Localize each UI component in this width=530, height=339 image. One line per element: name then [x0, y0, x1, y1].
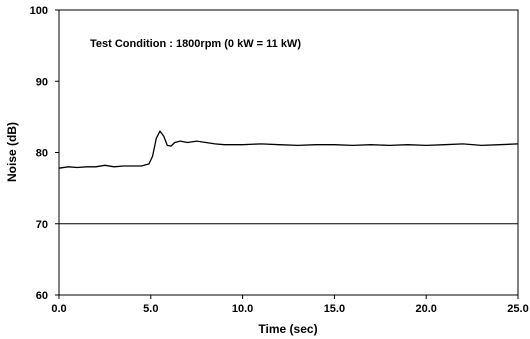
y-tick-label: 70	[36, 219, 48, 231]
x-tick-label: 5.0	[143, 303, 158, 315]
y-tick-label: 80	[36, 148, 48, 160]
y-tick-label: 60	[36, 290, 48, 302]
chart-annotation: Test Condition : 1800rpm (0 kW = 11 kW)	[90, 38, 301, 50]
y-tick-label: 100	[30, 5, 48, 17]
axis-ticks: 0.0 5.0 10.0 15.0 20.0 25.0 60 70 80 90 100	[30, 5, 529, 315]
x-tick-label: 10.0	[232, 303, 253, 315]
x-tick-label: 25.0	[507, 303, 528, 315]
chart-marks	[58, 130, 519, 225]
x-tick-label: 15.0	[324, 303, 345, 315]
x-tick-label: 0.0	[51, 303, 66, 315]
x-tick-label: 20.0	[415, 303, 436, 315]
x-axis-title: Time (sec)	[258, 322, 317, 336]
y-axis-title: Noise (dB)	[5, 122, 19, 182]
plot-frame	[58, 9, 519, 296]
noise-series-line	[58, 130, 519, 169]
y-tick-label: 90	[36, 76, 48, 88]
